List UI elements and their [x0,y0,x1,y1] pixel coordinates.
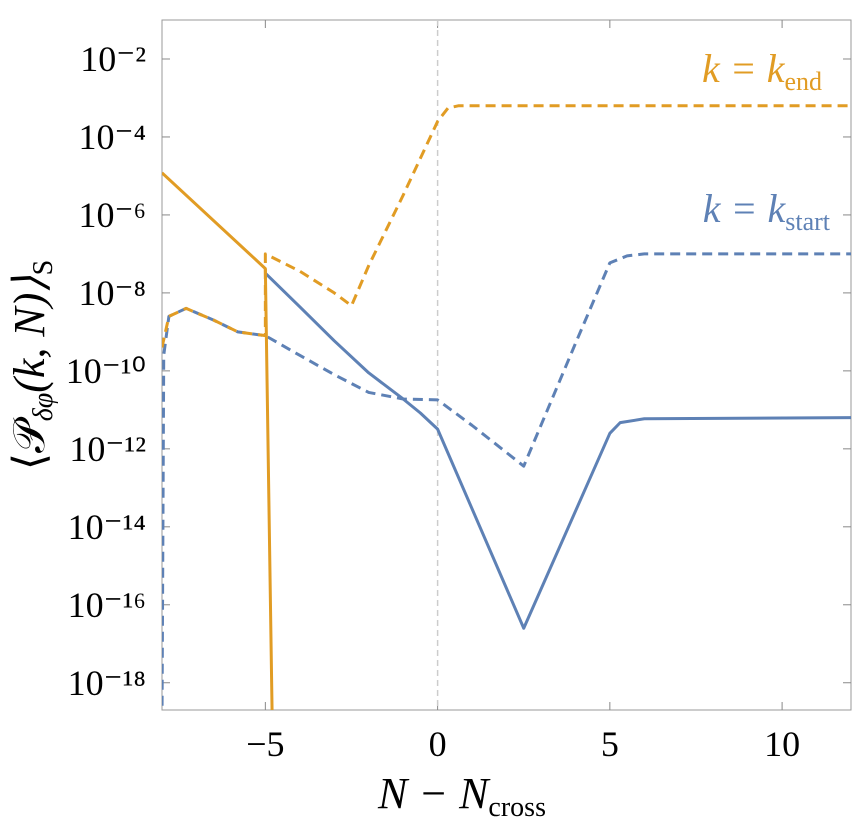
annotation-text: k = k [703,186,787,231]
y-tick-label: 10⁻¹² [69,429,146,469]
y-tick-label: 10⁻⁸ [78,273,146,313]
y-tick-label: 10⁻² [80,39,146,79]
y-axis-label: ⟨𝒫δφ(k, N)⟩S [5,260,59,470]
y-axis-label-sub: S [28,260,59,276]
y-tick-label: 10⁻¹⁶ [68,585,146,625]
x-tick-label: −5 [246,724,284,764]
solid-line [264,272,851,630]
y-axis-label-part: (k, N)⟩ [5,275,54,392]
x-axis-label: N − Ncross [377,769,546,823]
x-tick-label: 0 [429,724,447,764]
y-axis-label-part: ⟨𝒫 [5,416,54,470]
x-axis-label-sub: cross [488,792,546,823]
y-tick-label: 10⁻⁴ [78,117,146,157]
x-tick-label: 5 [601,724,619,764]
y-axis-label-sub: δφ [28,393,59,422]
x-axis-label-main: N − N [377,769,491,818]
x-tick-label: 10 [764,724,800,764]
annotation: k = kend [702,46,822,96]
y-tick-label: 10⁻⁶ [78,195,146,235]
y-tick-label: 10⁻¹⁸ [68,663,146,703]
y-tick-label: 10⁻¹⁰ [66,351,146,391]
annotation: k = kstart [703,186,831,236]
solid-line [162,171,274,710]
annotation-subscript: start [785,207,831,236]
plot-frame [161,19,852,711]
dashed-line [162,104,851,348]
annotation-subscript: end [784,67,822,96]
y-tick-label: 10⁻¹⁴ [68,507,146,547]
annotation-text: k = k [702,46,786,91]
